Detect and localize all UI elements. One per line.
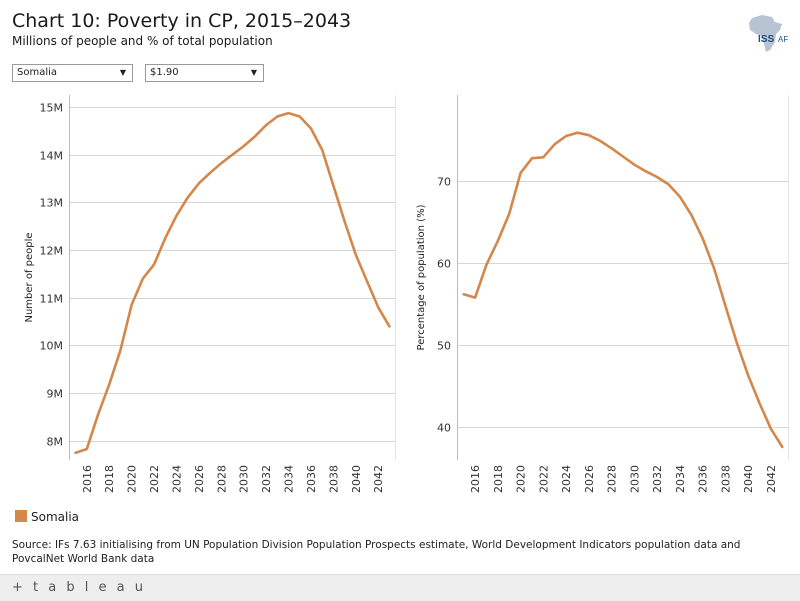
x-tick-label: 2030 bbox=[238, 465, 251, 493]
y-tick-label: 60 bbox=[437, 258, 451, 271]
y-tick-label: 50 bbox=[437, 340, 451, 353]
y-tick-label: 14M bbox=[40, 150, 64, 163]
x-tick-label: 2036 bbox=[697, 465, 710, 493]
chart-panel-1: 8M 9M 10M 11M 12M 13M 14M 15M 2016 2018 2020 2022 20… bbox=[24, 95, 396, 493]
y-axis-title: Number of people bbox=[24, 232, 35, 322]
chart-panel-2: 40 50 60 70 2016 2018 2020 2022 2024 2026 2028 2030… bbox=[416, 95, 789, 493]
x-tick-label: 2024 bbox=[560, 465, 573, 493]
legend[interactable]: Somalia bbox=[15, 510, 79, 524]
x-tick-label: 2038 bbox=[719, 465, 732, 493]
country-dropdown-value: Somalia bbox=[17, 67, 58, 78]
x-tick-label: 2016 bbox=[469, 465, 482, 493]
x-tick-label: 2028 bbox=[606, 465, 619, 493]
chart-area: 8M 9M 10M 11M 12M 13M 14M 15M 2016 2018 2020 2022 20… bbox=[24, 95, 789, 493]
legend-swatch bbox=[15, 510, 27, 522]
y-tick-label: 40 bbox=[437, 422, 451, 435]
x-tick-label: 2042 bbox=[372, 465, 385, 493]
y-tick-label: 15M bbox=[40, 102, 64, 115]
series-line-somalia bbox=[74, 111, 391, 455]
y-axis-title: Percentage of population (%) bbox=[416, 204, 427, 350]
y-tick-label: 9M bbox=[47, 388, 64, 401]
x-tick-label: 2026 bbox=[583, 465, 596, 493]
x-tick-label: 2026 bbox=[193, 465, 206, 493]
x-tick-label: 2038 bbox=[327, 465, 340, 493]
y-tick-label: 13M bbox=[40, 197, 64, 210]
logo-text: ISS bbox=[758, 34, 774, 45]
series-line-somalia bbox=[462, 131, 784, 449]
x-tick-label: 2034 bbox=[674, 465, 687, 493]
logo-suffix: AF bbox=[778, 35, 788, 44]
source-note: Source: IFs 7.63 initialising from UN Po… bbox=[12, 539, 741, 562]
x-tick-label: 2028 bbox=[215, 465, 228, 493]
country-dropdown[interactable]: Somalia ▼ bbox=[12, 64, 133, 82]
x-tick-label: 2018 bbox=[492, 465, 505, 493]
tableau-footer: + t a b l e a u bbox=[0, 574, 800, 601]
chevron-down-icon: ▼ bbox=[250, 68, 257, 77]
africa-map-icon bbox=[749, 15, 782, 52]
y-tick-label: 10M bbox=[40, 340, 64, 353]
x-tick-label: 2020 bbox=[126, 465, 139, 493]
threshold-dropdown-value: $1.90 bbox=[150, 67, 179, 78]
issafrica-logo[interactable]: ISS AF bbox=[742, 12, 792, 54]
x-tick-label: 2042 bbox=[765, 465, 778, 493]
x-tick-label: 2022 bbox=[148, 465, 161, 493]
x-tick-label: 2030 bbox=[628, 465, 641, 493]
legend-label: Somalia bbox=[31, 510, 80, 524]
tableau-logo[interactable]: + t a b l e a u bbox=[12, 580, 146, 595]
x-tick-label: 2018 bbox=[103, 465, 116, 493]
chevron-down-icon: ▼ bbox=[119, 68, 126, 77]
x-tick-label: 2032 bbox=[260, 465, 273, 493]
x-tick-label: 2024 bbox=[170, 465, 183, 493]
chart-title: Chart 10: Poverty in CP, 2015–2043 bbox=[12, 10, 352, 32]
x-tick-label: 2032 bbox=[651, 465, 664, 493]
chart-subtitle: Millions of people and % of total popula… bbox=[12, 34, 273, 48]
x-tick-label: 2016 bbox=[81, 465, 94, 493]
x-tick-label: 2022 bbox=[537, 465, 550, 493]
x-tick-label: 2036 bbox=[305, 465, 318, 493]
threshold-dropdown[interactable]: $1.90 ▼ bbox=[145, 64, 264, 82]
x-tick-label: 2040 bbox=[742, 465, 755, 493]
x-tick-label: 2040 bbox=[350, 465, 363, 493]
y-tick-label: 70 bbox=[437, 176, 451, 189]
y-tick-label: 8M bbox=[47, 436, 64, 449]
x-tick-label: 2034 bbox=[283, 465, 296, 493]
y-tick-label: 11M bbox=[40, 293, 64, 306]
y-tick-label: 12M bbox=[40, 245, 64, 258]
x-tick-label: 2020 bbox=[515, 465, 528, 493]
